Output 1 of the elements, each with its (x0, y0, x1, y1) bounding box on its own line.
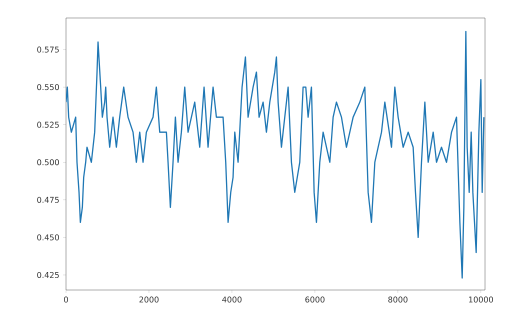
line-series (66, 30, 484, 279)
